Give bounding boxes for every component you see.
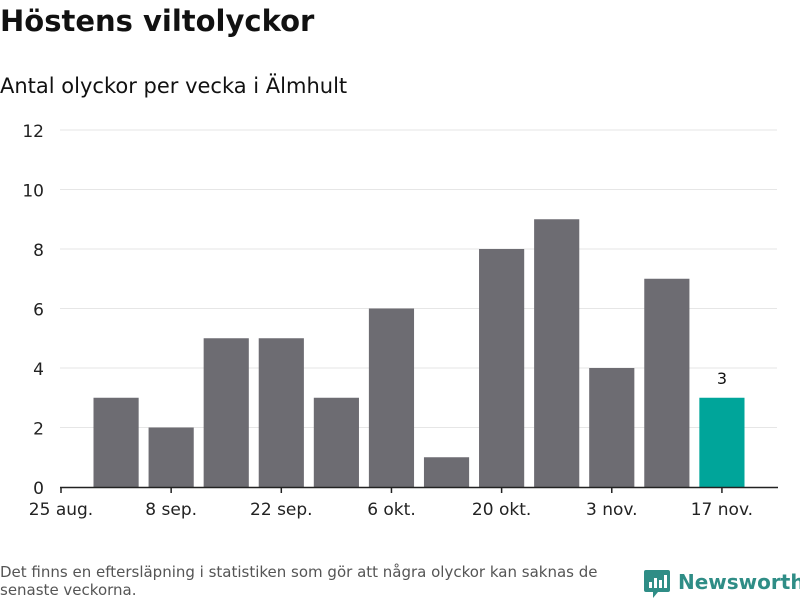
x-axis bbox=[60, 486, 778, 493]
chart-title: Höstens viltolyckor bbox=[0, 4, 315, 38]
y-axis-labels: 0 2 4 6 8 10 12 bbox=[22, 122, 44, 499]
y-tick-label: 2 bbox=[33, 420, 44, 440]
x-tick-label: 25 aug. bbox=[29, 500, 93, 520]
newsworthy-logo-icon bbox=[644, 570, 670, 598]
x-tick-label: 17 nov. bbox=[691, 500, 753, 520]
x-tick-label: 22 sep. bbox=[250, 500, 313, 520]
x-tick-label: 6 okt. bbox=[367, 500, 416, 520]
bar bbox=[148, 427, 194, 487]
bar bbox=[368, 308, 415, 487]
bar-highlighted bbox=[699, 397, 745, 487]
x-tick-label: 8 sep. bbox=[145, 500, 197, 520]
bar bbox=[203, 338, 249, 487]
brand-name: Newsworthy bbox=[678, 570, 800, 594]
newsworthy-brand[interactable]: Newsworthy bbox=[644, 568, 800, 600]
footnote: Det finns en eftersläpning i statistiken… bbox=[0, 563, 598, 599]
bar bbox=[589, 368, 635, 487]
bar bbox=[534, 219, 580, 487]
data-labels: 3 bbox=[717, 369, 727, 388]
bar bbox=[644, 278, 690, 487]
bar-chart: 0 2 4 6 8 10 12 25 aug. 8 sep. 22 sep. 6 okt. 20 o… bbox=[22, 122, 778, 520]
chart-subtitle: Antal olyckor per vecka i Älmhult bbox=[0, 74, 348, 98]
y-tick-label: 6 bbox=[33, 301, 44, 321]
x-tick-label: 20 okt. bbox=[472, 500, 531, 520]
y-tick-label: 4 bbox=[33, 360, 44, 380]
bars bbox=[93, 219, 745, 487]
bar bbox=[313, 397, 359, 487]
data-label: 3 bbox=[717, 369, 727, 388]
bar bbox=[479, 249, 525, 487]
x-axis-labels: 25 aug. 8 sep. 22 sep. 6 okt. 20 okt. 3 nov. 1… bbox=[29, 500, 753, 520]
bar bbox=[258, 338, 304, 487]
x-tick-label: 3 nov. bbox=[586, 500, 638, 520]
y-tick-label: 0 bbox=[33, 479, 44, 499]
bar bbox=[93, 397, 139, 487]
y-tick-label: 10 bbox=[22, 182, 44, 202]
bar bbox=[423, 457, 470, 487]
y-tick-label: 12 bbox=[22, 122, 44, 142]
y-tick-label: 8 bbox=[33, 241, 44, 261]
